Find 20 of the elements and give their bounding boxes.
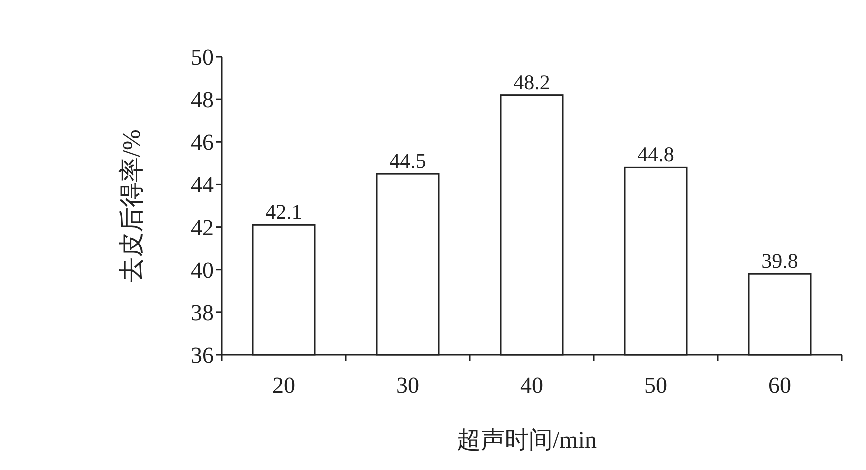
y-tick-label: 46 [191,130,214,156]
x-tick-label: 40 [520,373,544,398]
y-tick-label: 36 [191,343,214,368]
x-tick-label: 20 [272,373,296,398]
y-tick-label: 42 [191,215,214,240]
data-label: 48.2 [514,70,550,94]
data-label: 44.5 [390,149,426,174]
x-axis-title: 超声时间/min [456,428,598,454]
data-label: 44.8 [638,142,674,167]
y-tick-label: 44 [191,172,214,198]
y-tick-label: 40 [191,258,214,283]
data-label: 39.8 [762,249,798,274]
y-axis-title: 去皮后得率/% [118,130,146,282]
data-label: 42.1 [266,200,302,224]
x-tick-label: 30 [396,373,420,398]
x-tick-label: 60 [768,373,792,398]
y-tick-label: 50 [191,45,214,70]
y-tick-label: 38 [191,300,214,326]
y-tick-label: 48 [191,88,214,113]
x-tick-label: 50 [644,373,668,398]
